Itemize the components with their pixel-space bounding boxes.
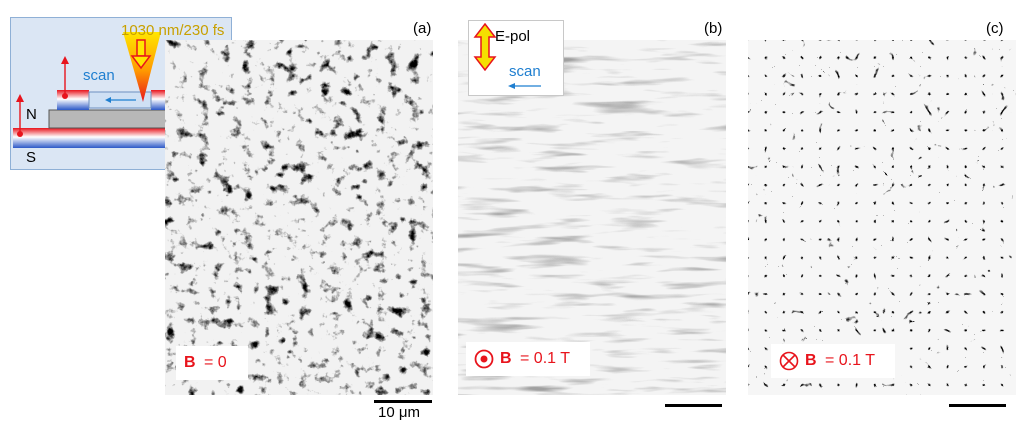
sem-image-panel-b [458, 40, 726, 395]
scan-arrow-icon [508, 83, 541, 89]
sem-texture-b [458, 40, 726, 395]
field-into-plane-icon [779, 351, 799, 371]
epol-label: E-pol [495, 28, 531, 45]
field-label-b: B = 0.1 T [466, 342, 590, 376]
sem-texture-c [748, 40, 1016, 395]
polarization-legend: E-pol scan [468, 20, 564, 96]
field-label-c: B = 0.1 T [771, 344, 895, 378]
sem-image-panel-a [165, 40, 433, 395]
epol-scan-label: scan [509, 63, 541, 80]
panel-a-label: (a) [413, 20, 432, 37]
panel-c-label: (c) [986, 20, 1004, 37]
scale-bar-b [665, 404, 722, 407]
laser-parameters-label: 1030 nm/230 fs [121, 22, 225, 39]
field-label-a: B = 0 [176, 346, 248, 380]
scale-bar-a [374, 400, 432, 403]
scale-bar-label: 10 μm [378, 404, 420, 421]
inset-scan-label: scan [83, 67, 115, 84]
sem-image-panel-c [748, 40, 1016, 395]
top-magnet-left [57, 90, 89, 110]
north-pole-label: N [26, 106, 37, 123]
field-out-of-plane-icon [474, 349, 494, 369]
beam-direction-arrow [130, 55, 152, 70]
sem-texture-a [165, 40, 433, 395]
panel-b-label: (b) [704, 20, 723, 37]
scale-bar-c [949, 404, 1006, 407]
south-pole-label: S [26, 149, 37, 166]
double-arrow-icon [473, 23, 497, 71]
